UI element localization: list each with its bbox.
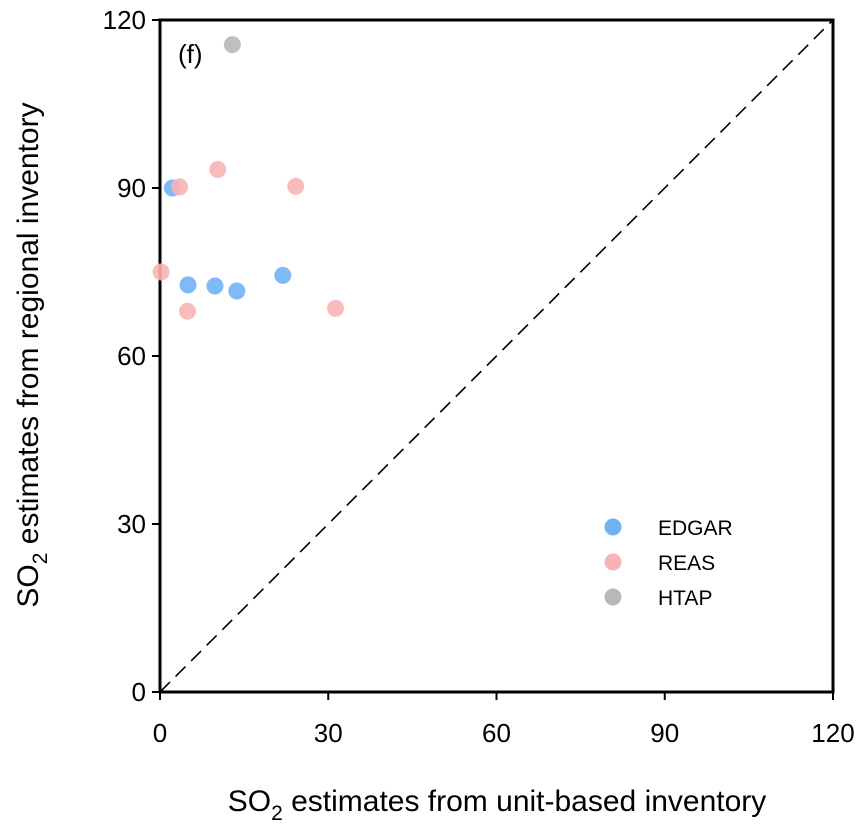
panel-label: (f)	[178, 39, 203, 69]
y-axis-title-pre: SO	[12, 564, 45, 607]
legend-label-htap: HTAP	[658, 587, 712, 610]
y-tick-label: 0	[132, 677, 146, 707]
point-reas	[152, 263, 170, 281]
legend-label-reas: REAS	[658, 552, 715, 575]
y-tick-label: 30	[117, 509, 146, 539]
point-edgar	[206, 277, 224, 295]
x-axis-title-sub: 2	[271, 802, 283, 825]
x-tick-label: 90	[650, 718, 679, 748]
legend: EDGAR REAS HTAP	[604, 517, 733, 610]
x-tick-label: 120	[811, 718, 854, 748]
x-axis-title-pre: SO	[228, 785, 271, 818]
y-tick-label: 60	[117, 341, 146, 371]
point-reas	[287, 177, 305, 195]
axis-ticks: 0 30 60 90 120 0 30 60 90 120	[103, 5, 855, 748]
y-axis-title-sub: 2	[29, 553, 52, 565]
point-reas	[327, 299, 345, 317]
x-tick-label: 0	[153, 718, 167, 748]
y-axis-title-post: estimates from regional inventory	[12, 102, 45, 552]
point-edgar	[228, 282, 246, 300]
x-tick-label: 30	[314, 718, 343, 748]
one-to-one-line	[159, 19, 834, 693]
y-tick-label: 90	[117, 173, 146, 203]
point-htap	[223, 36, 241, 54]
legend-marker-htap	[604, 588, 622, 606]
point-reas	[178, 302, 196, 320]
point-reas	[209, 161, 227, 179]
point-edgar	[274, 266, 292, 284]
legend-marker-reas	[604, 553, 622, 571]
x-axis-title-post: estimates from unit-based inventory	[283, 785, 767, 818]
point-edgar	[179, 276, 197, 294]
x-axis-title: SO2 estimates from unit-based inventory	[228, 785, 767, 825]
legend-label-edgar: EDGAR	[658, 517, 733, 540]
legend-marker-edgar	[604, 518, 622, 536]
point-reas	[171, 178, 189, 196]
data-points	[152, 36, 345, 320]
y-axis-title: SO2 estimates from regional inventory	[12, 102, 52, 607]
y-tick-label: 120	[103, 5, 146, 35]
x-tick-label: 60	[482, 718, 511, 748]
plot-area	[158, 18, 835, 694]
